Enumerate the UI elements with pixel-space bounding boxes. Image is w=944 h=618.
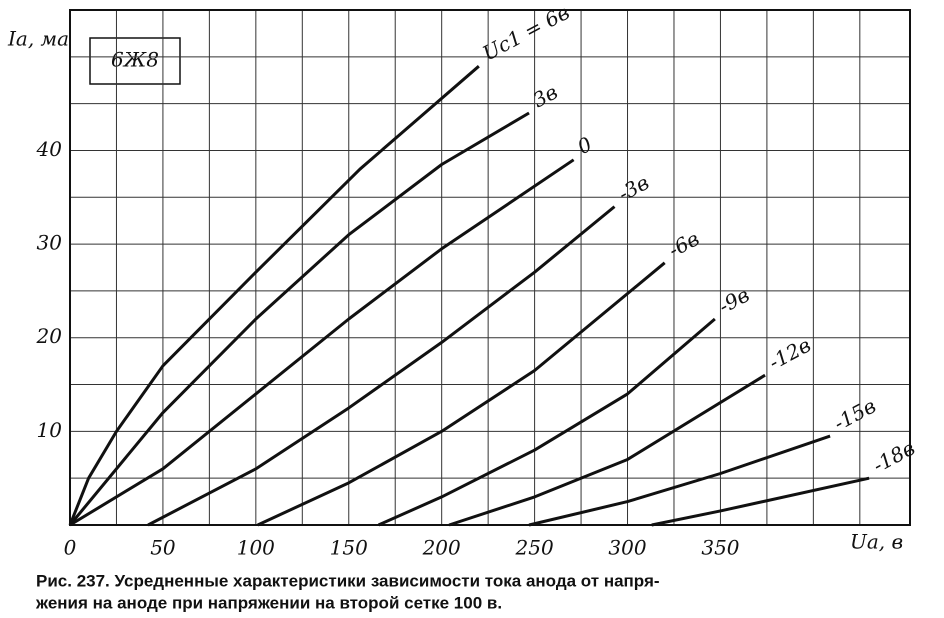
curve xyxy=(528,434,831,527)
x-tick-label: 0 xyxy=(64,536,77,560)
curve xyxy=(68,111,530,526)
x-tick-label: 200 xyxy=(422,536,461,560)
y-tick-label: 20 xyxy=(36,324,63,348)
caption: жения на аноде при напряжении на второй … xyxy=(35,593,502,612)
curve xyxy=(68,65,480,526)
y-axis-label: Iа, ма xyxy=(7,27,69,51)
curve xyxy=(147,205,616,527)
curve xyxy=(651,476,870,527)
x-tick-label: 250 xyxy=(515,536,554,560)
badge-box xyxy=(89,37,181,85)
y-tick-label: 10 xyxy=(37,418,63,442)
series-label: 3в xyxy=(529,80,562,113)
curve xyxy=(69,158,575,527)
curve xyxy=(448,373,766,527)
series-label: -15в xyxy=(830,394,880,436)
badge: 6Ж8 xyxy=(111,48,159,72)
x-tick-label: 350 xyxy=(701,536,739,560)
x-tick-label: 300 xyxy=(608,536,646,560)
series-label: -12в xyxy=(765,333,815,375)
series-label: -18в xyxy=(869,436,919,478)
series-label: 0 xyxy=(573,132,596,159)
y-tick-label: 40 xyxy=(36,137,63,161)
y-tick-label: 30 xyxy=(37,231,63,255)
x-tick-label: 150 xyxy=(330,536,368,560)
caption: Рис. 237. Усредненные характеристики зав… xyxy=(36,571,660,590)
x-tick-label: 50 xyxy=(150,536,176,560)
series-label: -6в xyxy=(664,226,703,262)
curve xyxy=(257,261,666,527)
curve xyxy=(377,317,716,527)
plot-frame xyxy=(69,9,911,526)
x-axis-label: Uа, в xyxy=(850,530,903,554)
series-label: -3в xyxy=(614,170,653,206)
x-tick-label: 100 xyxy=(237,536,275,560)
